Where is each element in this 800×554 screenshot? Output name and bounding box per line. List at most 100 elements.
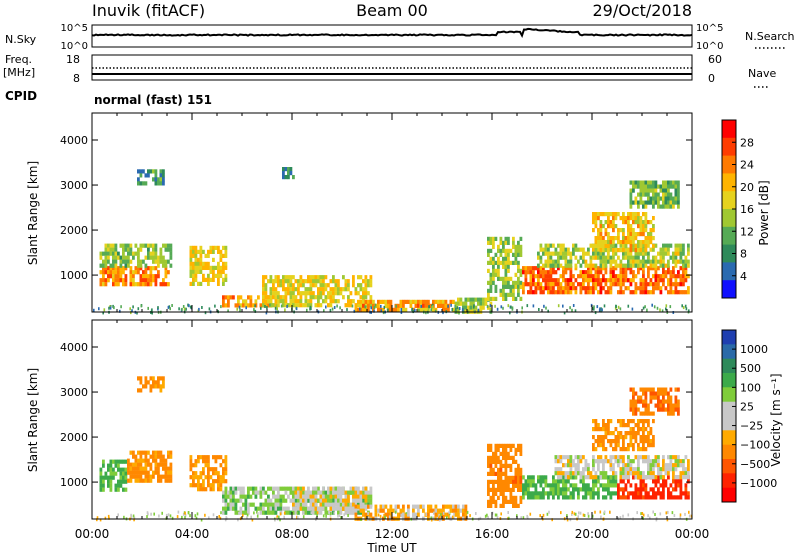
power-cell <box>492 276 495 281</box>
power-colorbar-swatch <box>722 280 736 299</box>
velocity-cell <box>294 490 298 495</box>
power-cell <box>632 270 635 275</box>
velocity-cell <box>622 471 625 476</box>
velocity-cell <box>644 459 648 464</box>
power-cell <box>219 273 223 278</box>
velocity-cell <box>197 483 200 488</box>
velocity-cell <box>627 455 630 460</box>
power-cell <box>327 283 330 288</box>
velocity-cell <box>324 506 328 511</box>
velocity-cell <box>657 407 660 412</box>
power-cell <box>329 303 333 308</box>
velocity-cell <box>107 479 110 484</box>
power-cell <box>539 243 543 248</box>
power-cell <box>427 308 430 312</box>
power-cell <box>364 307 368 312</box>
power-cell <box>322 283 325 288</box>
power-cell <box>289 303 293 308</box>
power-cell <box>314 283 318 288</box>
power-cell <box>114 270 118 275</box>
velocity-cell <box>379 504 383 509</box>
power-cell <box>607 220 610 225</box>
power-cell <box>539 286 543 291</box>
velocity-cell <box>569 455 573 460</box>
velocity-cell <box>374 508 378 513</box>
power-cell <box>682 243 685 248</box>
power-cell <box>679 282 683 287</box>
velocity-cell <box>509 491 513 496</box>
velocity-cell <box>242 502 245 507</box>
velocity-cell <box>367 511 369 515</box>
power-cell <box>572 274 575 279</box>
velocity-cell <box>562 455 565 460</box>
velocity-cell <box>337 490 340 495</box>
velocity-cell <box>297 506 300 511</box>
velocity-cell <box>542 475 545 480</box>
velocity-cell <box>127 478 130 483</box>
velocity-cell <box>139 462 143 467</box>
power-cell <box>117 255 120 260</box>
velocity-cell <box>487 483 490 488</box>
power-cell <box>317 287 320 292</box>
power-cell <box>647 274 650 279</box>
power-cell <box>589 266 593 271</box>
power-cell <box>129 282 133 287</box>
power-cell <box>462 305 465 310</box>
power-cell <box>604 278 608 283</box>
velocity-cell <box>612 491 615 496</box>
velocity-cell <box>219 516 222 520</box>
velocity-cell <box>154 450 158 455</box>
power-cell <box>682 290 685 295</box>
velocity-cell <box>672 479 675 484</box>
velocity-cell <box>649 516 651 520</box>
power-cell <box>652 196 655 201</box>
power-cell <box>107 259 110 264</box>
power-cell <box>482 297 485 302</box>
power-cell <box>452 307 455 312</box>
power-cell <box>629 196 633 201</box>
power-cell <box>132 255 135 260</box>
power-cell <box>224 265 228 270</box>
velocity-cell <box>617 491 620 496</box>
velocity-cell <box>594 479 598 484</box>
power-cell <box>472 301 475 306</box>
velocity-cell <box>349 490 353 495</box>
power-cell <box>102 278 105 283</box>
velocity-cell <box>662 495 665 500</box>
power-cell <box>429 303 433 308</box>
power-cell <box>604 282 608 287</box>
velocity-cell <box>627 463 630 468</box>
velocity-cell <box>652 395 655 400</box>
power-cell <box>579 255 583 260</box>
power-cell <box>674 200 678 205</box>
velocity-cell <box>252 490 255 495</box>
power-cell <box>104 263 108 268</box>
velocity-cell <box>99 518 102 522</box>
power-cell <box>552 278 555 283</box>
velocity-cell <box>634 391 638 396</box>
power-cell <box>209 269 213 274</box>
power-cell <box>499 276 503 281</box>
velocity-cell <box>444 504 448 509</box>
velocity-cell <box>634 491 638 496</box>
power-cell <box>129 251 133 256</box>
power-cell <box>682 270 685 275</box>
power-cell <box>352 275 355 280</box>
velocity-cell <box>539 495 543 500</box>
power-cell <box>617 236 620 241</box>
velocity-cell <box>354 490 358 495</box>
power-cell <box>139 263 143 268</box>
velocity-cell <box>642 443 645 448</box>
power-cell <box>127 263 130 268</box>
velocity-cell <box>197 459 200 464</box>
power-cell <box>574 278 578 283</box>
power-cell <box>473 304 475 308</box>
power-cell <box>307 299 310 304</box>
power-cell <box>632 212 635 217</box>
power-cell <box>509 284 513 289</box>
power-cell <box>579 274 583 279</box>
velocity-cell <box>466 510 469 514</box>
power-cell <box>519 284 523 289</box>
power-cell <box>609 266 613 271</box>
velocity-cell <box>322 502 325 507</box>
